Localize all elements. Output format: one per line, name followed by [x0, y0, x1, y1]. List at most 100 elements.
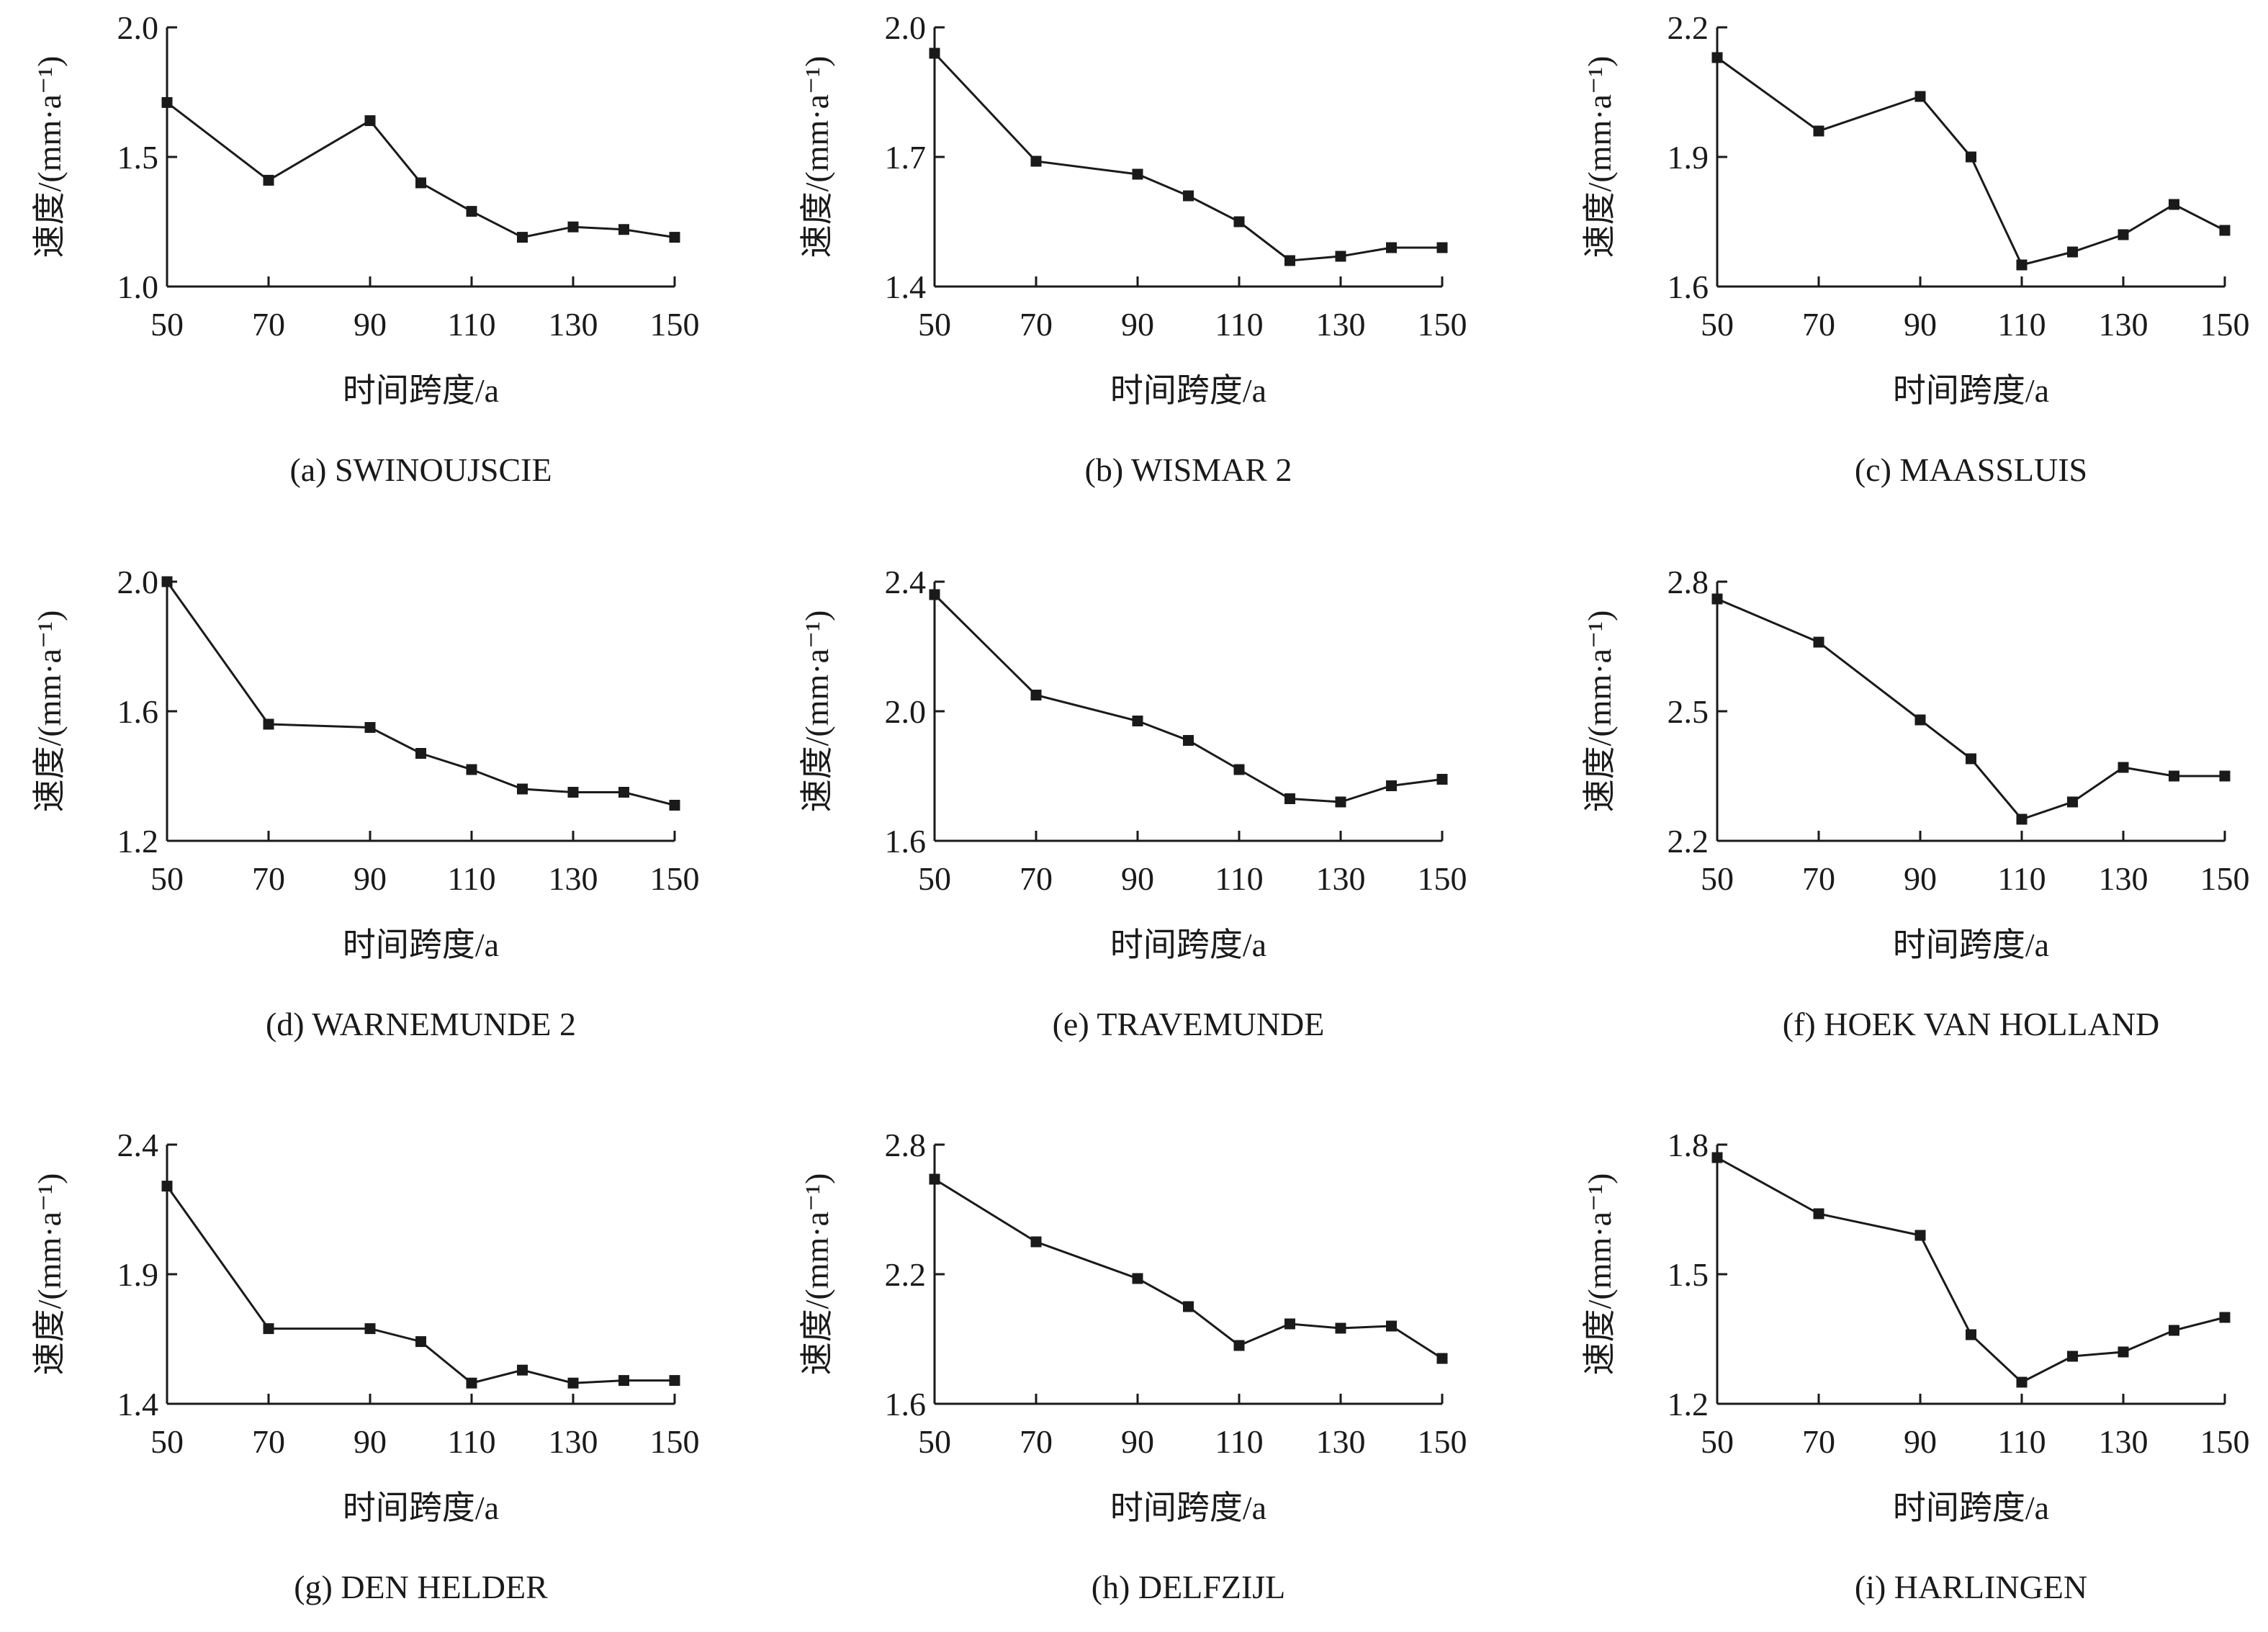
- data-point: [1030, 1236, 1042, 1248]
- x-tick-label: 130: [1316, 1423, 1366, 1460]
- chart-panel: 1.4 1.9 2.4 50 70 90 110 130 150 时间跨度/a 速度/(mm·a⁻¹…: [31, 1127, 700, 1605]
- data-point: [1183, 735, 1194, 746]
- data-point: [1711, 593, 1723, 605]
- data-point: [364, 722, 376, 733]
- data-point: [415, 1336, 426, 1348]
- x-tick-label: 50: [1701, 1423, 1734, 1460]
- y-tick-label: 2.4: [117, 1127, 159, 1163]
- y-tick-label: 2.2: [885, 1256, 927, 1293]
- chart-caption: (b) WISMAR 2: [1085, 451, 1292, 488]
- x-tick-label: 90: [1904, 306, 1937, 343]
- x-tick-label: 70: [252, 1423, 285, 1460]
- data-point: [364, 115, 376, 127]
- y-axis-title: 速度/(mm·a⁻¹): [31, 610, 68, 813]
- data-point: [2169, 770, 2179, 782]
- x-axis-title: 时间跨度/a: [343, 927, 499, 963]
- x-tick-label: 90: [354, 860, 387, 897]
- y-tick-label: 2.2: [1668, 823, 1709, 860]
- y-tick-label: 1.2: [117, 823, 159, 860]
- x-tick-label: 110: [1997, 1423, 2046, 1460]
- series-line: [1716, 1156, 2226, 1384]
- x-tick-label: 150: [650, 860, 700, 897]
- data-point: [1335, 796, 1346, 808]
- chart-panel: 1.2 1.6 2.0 50 70 90 110 130 150 时间跨度/a 速度/(mm·a⁻¹…: [31, 564, 700, 1042]
- x-tick-label: 110: [1215, 860, 1263, 897]
- x-tick-label: 110: [447, 860, 495, 897]
- x-axis-title: 时间跨度/a: [1110, 927, 1266, 963]
- y-axis-title: 速度/(mm·a⁻¹): [1581, 56, 1618, 258]
- y-tick-label: 1.6: [1668, 269, 1709, 305]
- y-axis-title: 速度/(mm·a⁻¹): [1581, 1173, 1618, 1376]
- x-tick-label: 150: [1418, 1423, 1467, 1460]
- data-point: [517, 1364, 528, 1376]
- data-point: [1132, 1273, 1143, 1284]
- x-tick-label: 50: [918, 306, 951, 343]
- data-point: [929, 589, 940, 600]
- x-tick-label: 130: [2099, 1423, 2148, 1460]
- data-point: [1284, 255, 1295, 266]
- y-tick-label: 2.0: [885, 9, 927, 46]
- data-point: [1813, 636, 1824, 648]
- x-axis-title: 时间跨度/a: [343, 1489, 499, 1526]
- y-tick-label: 1.6: [117, 693, 159, 730]
- y-tick-label: 1.8: [1668, 1127, 1709, 1163]
- x-tick-label: 90: [1121, 306, 1154, 343]
- y-tick-label: 1.5: [117, 139, 159, 176]
- data-point: [415, 748, 426, 759]
- x-tick-label: 50: [918, 1423, 951, 1460]
- data-point: [669, 232, 680, 243]
- x-tick-label: 110: [1997, 860, 2046, 897]
- data-point: [1914, 1230, 1926, 1241]
- x-tick-label: 150: [2200, 1423, 2250, 1460]
- data-point: [1183, 190, 1194, 202]
- data-point: [1030, 155, 1042, 167]
- x-tick-label: 90: [354, 306, 387, 343]
- x-tick-label: 50: [150, 860, 184, 897]
- series-line: [166, 102, 675, 239]
- data-point: [2016, 1376, 2028, 1388]
- y-tick-label: 2.8: [885, 1127, 927, 1163]
- series-line: [166, 1185, 675, 1384]
- data-point: [161, 96, 173, 108]
- x-axis-title: 时间跨度/a: [1893, 1489, 2049, 1526]
- x-axis-title: 时间跨度/a: [1893, 927, 2049, 963]
- data-point: [1966, 753, 1976, 765]
- y-tick-label: 2.4: [885, 564, 927, 600]
- y-tick-label: 1.0: [117, 269, 159, 305]
- data-point: [1813, 1208, 1824, 1220]
- data-point: [1711, 52, 1723, 63]
- x-axis-title: 时间跨度/a: [1893, 372, 2049, 409]
- x-tick-label: 150: [2200, 306, 2250, 343]
- data-point: [1386, 242, 1397, 253]
- data-point: [618, 224, 629, 235]
- x-tick-label: 90: [1904, 860, 1937, 897]
- y-axis-title: 速度/(mm·a⁻¹): [31, 56, 68, 258]
- x-tick-label: 70: [252, 860, 285, 897]
- data-point: [1966, 1329, 1976, 1340]
- x-tick-label: 110: [447, 306, 495, 343]
- x-axis-title: 时间跨度/a: [1110, 372, 1266, 409]
- series-line: [933, 593, 1443, 803]
- data-point: [1914, 91, 1926, 102]
- data-point: [2016, 813, 2028, 825]
- y-axis-title: 速度/(mm·a⁻¹): [798, 610, 835, 813]
- chart-panel: 1.6 1.9 2.2 50 70 90 110 130 150 时间跨度/a 速度/(mm·a⁻¹…: [1581, 9, 2250, 488]
- x-tick-label: 70: [1020, 306, 1053, 343]
- x-tick-label: 70: [252, 306, 285, 343]
- data-point: [1233, 216, 1245, 227]
- x-tick-label: 90: [1904, 1423, 1937, 1460]
- x-tick-label: 90: [1121, 860, 1154, 897]
- data-point: [2118, 229, 2129, 240]
- y-tick-label: 2.2: [1668, 9, 1709, 46]
- x-tick-label: 90: [1121, 1423, 1154, 1460]
- data-point: [263, 1323, 274, 1335]
- y-tick-label: 1.4: [117, 1386, 159, 1423]
- x-tick-label: 150: [650, 306, 700, 343]
- chart-caption: (f) HOEK VAN HOLLAND: [1783, 1006, 2159, 1042]
- x-tick-label: 70: [1802, 860, 1835, 897]
- chart-caption: (g) DEN HELDER: [294, 1569, 548, 1605]
- data-point: [2067, 1351, 2078, 1362]
- x-tick-label: 130: [2099, 306, 2148, 343]
- x-tick-label: 130: [1316, 306, 1366, 343]
- chart-caption: (e) TRAVEMUNDE: [1053, 1006, 1325, 1042]
